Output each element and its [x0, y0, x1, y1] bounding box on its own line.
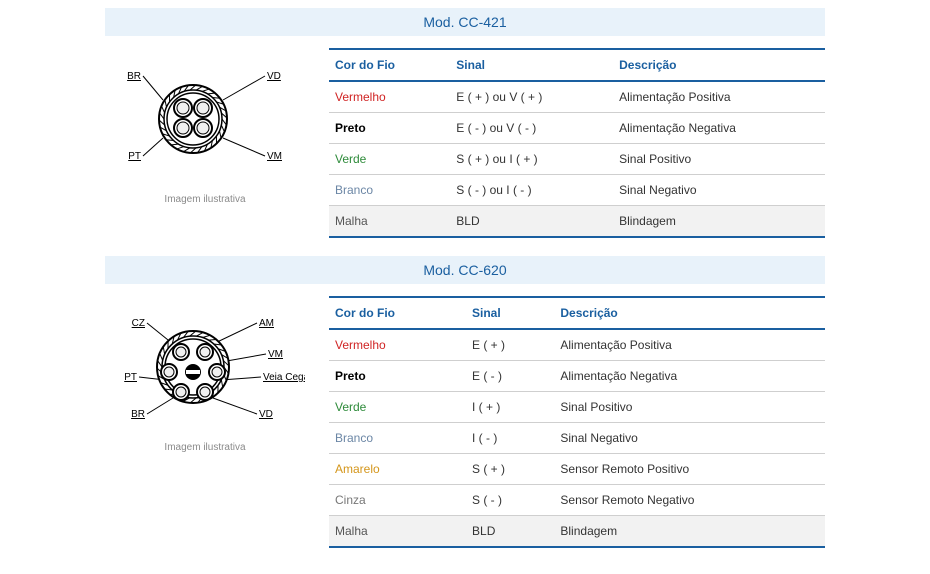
table-header: Sinal: [466, 297, 554, 329]
table-row: BrancoS ( - ) ou I ( - )Sinal Negativo: [329, 175, 825, 206]
cell-desc: Sinal Positivo: [613, 144, 825, 175]
table-header: Descrição: [613, 49, 825, 81]
svg-text:VD: VD: [267, 71, 281, 82]
table-header: Cor do Fio: [329, 49, 450, 81]
table-row: VermelhoE ( + ) ou V ( + )Alimentação Po…: [329, 81, 825, 113]
cell-sinal: E ( + ) ou V ( + ): [450, 81, 613, 113]
table-row: MalhaBLDBlindagem: [329, 516, 825, 548]
cell-cor: Vermelho: [329, 329, 466, 361]
cell-sinal: BLD: [450, 206, 613, 238]
table-row: PretoE ( - )Alimentação Negativa: [329, 361, 825, 392]
title-bar-cc620: Mod. CC-620: [105, 256, 825, 284]
svg-text:CZ: CZ: [132, 318, 145, 329]
connector-diagram-cc421: BR VD PT VM: [105, 54, 305, 184]
cell-desc: Sinal Negativo: [554, 423, 825, 454]
cell-sinal: E ( - ) ou V ( - ): [450, 113, 613, 144]
cell-sinal: E ( + ): [466, 329, 554, 361]
section-cc620: Mod. CC-620 CZ AM VM Veia Cega VD PT BR Imagem i…: [0, 256, 930, 548]
cell-desc: Sinal Negativo: [613, 175, 825, 206]
cell-desc: Blindagem: [613, 206, 825, 238]
svg-text:VD: VD: [259, 409, 273, 420]
cell-sinal: I ( + ): [466, 392, 554, 423]
cell-desc: Sensor Remoto Negativo: [554, 485, 825, 516]
table-row: VerdeS ( + ) ou I ( + )Sinal Positivo: [329, 144, 825, 175]
cell-desc: Sensor Remoto Positivo: [554, 454, 825, 485]
cell-cor: Verde: [329, 144, 450, 175]
connector-diagram-cc620: CZ AM VM Veia Cega VD PT BR: [105, 302, 305, 432]
section-title: Mod. CC-620: [105, 262, 825, 278]
cell-cor: Preto: [329, 113, 450, 144]
content-row: CZAMVMVeia CegaVDPTBRImagem ilustrativaC…: [105, 296, 825, 548]
cell-sinal: I ( - ): [466, 423, 554, 454]
section-cc421: Mod. CC-421 BR VD PT VM Imagem ilustrativa Cor…: [0, 8, 930, 238]
cell-cor: Malha: [329, 206, 450, 238]
cell-cor: Amarelo: [329, 454, 466, 485]
wire-table-cc620: Cor do FioSinalDescriçãoVermelhoE ( + )A…: [329, 296, 825, 548]
svg-text:PT: PT: [124, 372, 137, 383]
table-row: VermelhoE ( + )Alimentação Positiva: [329, 329, 825, 361]
svg-text:AM: AM: [259, 318, 274, 329]
cell-desc: Alimentação Positiva: [613, 81, 825, 113]
cell-cor: Cinza: [329, 485, 466, 516]
cell-sinal: BLD: [466, 516, 554, 548]
cell-desc: Alimentação Negativa: [613, 113, 825, 144]
cell-desc: Blindagem: [554, 516, 825, 548]
svg-text:VM: VM: [267, 151, 282, 162]
cell-cor: Preto: [329, 361, 466, 392]
diagram-caption: Imagem ilustrativa: [164, 194, 245, 205]
diagram-wrap: BR VD PT VM Imagem ilustrativa: [105, 48, 305, 205]
cell-sinal: S ( + ): [466, 454, 554, 485]
table-header: Cor do Fio: [329, 297, 466, 329]
wire-table-cc421: Cor do FioSinalDescriçãoVermelhoE ( + ) …: [329, 48, 825, 238]
table-row: AmareloS ( + )Sensor Remoto Positivo: [329, 454, 825, 485]
cell-desc: Sinal Positivo: [554, 392, 825, 423]
cell-cor: Malha: [329, 516, 466, 548]
cell-sinal: S ( - ): [466, 485, 554, 516]
svg-text:BR: BR: [127, 71, 141, 82]
table-row: PretoE ( - ) ou V ( - )Alimentação Negat…: [329, 113, 825, 144]
cell-sinal: S ( - ) ou I ( - ): [450, 175, 613, 206]
table-row: CinzaS ( - )Sensor Remoto Negativo: [329, 485, 825, 516]
section-title: Mod. CC-421: [105, 14, 825, 30]
cell-desc: Alimentação Negativa: [554, 361, 825, 392]
cell-cor: Branco: [329, 175, 450, 206]
table-row: VerdeI ( + )Sinal Positivo: [329, 392, 825, 423]
table-header: Sinal: [450, 49, 613, 81]
cell-sinal: S ( + ) ou I ( + ): [450, 144, 613, 175]
svg-text:PT: PT: [128, 151, 141, 162]
table-row: MalhaBLDBlindagem: [329, 206, 825, 238]
svg-text:BR: BR: [131, 409, 145, 420]
diagram-caption: Imagem ilustrativa: [164, 442, 245, 453]
table-header: Descrição: [554, 297, 825, 329]
diagram-wrap: CZ AM VM Veia Cega VD PT BR Imagem ilustrativa: [105, 296, 305, 453]
cell-desc: Alimentação Positiva: [554, 329, 825, 361]
cell-sinal: E ( - ): [466, 361, 554, 392]
title-bar-cc421: Mod. CC-421: [105, 8, 825, 36]
cell-cor: Branco: [329, 423, 466, 454]
table-row: BrancoI ( - )Sinal Negativo: [329, 423, 825, 454]
svg-text:VM: VM: [268, 349, 283, 360]
cell-cor: Verde: [329, 392, 466, 423]
cell-cor: Vermelho: [329, 81, 450, 113]
svg-text:Veia Cega: Veia Cega: [263, 372, 305, 383]
content-row: BRVDPTVMImagem ilustrativaCor do FioSina…: [105, 48, 825, 238]
